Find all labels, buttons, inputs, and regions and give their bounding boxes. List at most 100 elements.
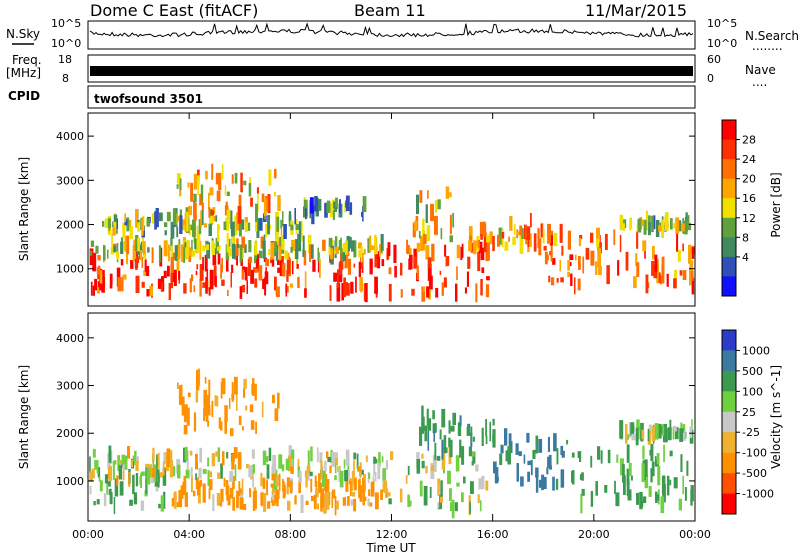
echo-mark-2: [276, 216, 280, 232]
noise-left-label: N.Sky: [6, 27, 40, 41]
echo-mark-8: [659, 426, 663, 434]
echo-mark-1: [242, 503, 247, 510]
echo-mark-1: [239, 488, 243, 494]
echo-mark-0: [199, 279, 202, 297]
echo-mark-1: [351, 240, 355, 252]
echo-mark-7: [581, 472, 584, 481]
echo-mark-1: [220, 488, 224, 502]
echo-mark-5: [400, 289, 403, 298]
echo-mark-2: [226, 451, 229, 459]
echo-mark-7: [483, 232, 487, 253]
echo-mark-4: [303, 206, 305, 218]
echo-mark-2: [208, 471, 213, 478]
echo-mark-4: [407, 494, 410, 508]
echo-mark-7: [482, 223, 487, 237]
echo-mark-0: [286, 269, 289, 282]
echo-mark-8: [641, 429, 645, 440]
echo-mark-8: [682, 243, 684, 252]
echo-mark-9: [670, 218, 673, 230]
echo-mark-1: [348, 480, 351, 485]
echo-mark-1: [383, 480, 388, 493]
echo-mark-1: [367, 498, 370, 506]
echo-mark-7: [642, 445, 645, 460]
echo-mark-2: [290, 466, 294, 474]
echo-mark-4: [481, 475, 485, 490]
echo-mark-1: [379, 244, 381, 257]
echo-mark-9: [675, 217, 680, 234]
echo-mark-0: [285, 283, 288, 297]
echo-mark-2: [231, 453, 235, 470]
echo-mark-5: [485, 284, 490, 298]
echo-mark-6: [449, 214, 452, 235]
echo-mark-0: [246, 280, 248, 294]
echo-mark-1: [202, 245, 206, 251]
frequency-tick-top: 18: [58, 53, 72, 66]
colorbar-label-0: 28: [742, 134, 756, 147]
echo-mark-4: [470, 481, 474, 494]
echo-mark-7: [486, 234, 490, 243]
echo-mark-1: [364, 496, 367, 502]
echo-mark-2: [217, 224, 220, 242]
echo-mark-2: [246, 464, 250, 469]
echo-mark-2: [334, 455, 338, 466]
echo-mark-2: [141, 217, 144, 236]
echo-mark-2: [240, 219, 245, 230]
echo-mark-1: [133, 250, 137, 259]
echo-mark-5: [459, 415, 462, 426]
echo-mark-1: [375, 492, 379, 510]
echo-mark-7: [648, 486, 652, 497]
echo-mark-5: [444, 244, 447, 257]
echo-mark-5: [431, 243, 435, 262]
colorbar-swatch-0: [722, 120, 736, 141]
echo-mark-4: [314, 196, 318, 212]
echo-mark-3: [230, 428, 234, 437]
echo-mark-0: [160, 281, 163, 292]
echo-mark-0: [291, 260, 294, 275]
echo-mark-2: [304, 470, 308, 478]
echo-mark-2: [281, 464, 285, 472]
echo-mark-9: [641, 219, 645, 226]
echo-mark-8: [663, 433, 667, 443]
echo-mark-8: [654, 254, 658, 272]
echo-mark-7: [690, 485, 694, 502]
echo-mark-1: [142, 241, 146, 255]
echo-mark-0: [123, 455, 128, 470]
echo-mark-2: [329, 465, 332, 474]
echo-mark-0: [353, 263, 356, 268]
echo-mark-7: [469, 235, 472, 245]
echo-mark-7: [468, 226, 473, 242]
echo-mark-8: [549, 251, 552, 256]
echo-mark-5: [472, 240, 477, 255]
echo-mark-1: [281, 235, 285, 250]
echo-mark-8: [651, 426, 656, 442]
echo-mark-3: [240, 172, 243, 193]
echo-mark-7: [682, 475, 684, 495]
echo-mark-5: [445, 447, 448, 453]
echo-mark-8: [666, 273, 669, 287]
echo-mark-0: [156, 454, 158, 474]
echo-mark-0: [254, 268, 259, 273]
echo-mark-0: [120, 259, 124, 266]
echo-mark-6: [520, 476, 524, 487]
echo-mark-8: [597, 247, 601, 268]
echo-mark-2: [137, 222, 140, 232]
echo-mark-1: [171, 498, 175, 507]
echo-mark-7: [521, 228, 524, 239]
echo-mark-3: [178, 385, 182, 405]
echo-mark-3: [248, 183, 252, 197]
echo-mark-2: [268, 447, 272, 461]
echo-mark-1: [305, 477, 308, 488]
echo-mark-8: [554, 232, 558, 247]
echo-mark-1: [260, 493, 263, 507]
echo-mark-1: [215, 237, 219, 255]
echo-mark-8: [567, 260, 570, 271]
noise-legend-dots: ........: [752, 39, 783, 53]
echo-mark-2: [331, 451, 335, 467]
echo-mark-0: [121, 276, 124, 292]
echo-mark-3: [183, 424, 188, 435]
echo-mark-5: [478, 241, 483, 253]
echo-mark-2: [234, 464, 237, 482]
echo-mark-0: [109, 492, 113, 505]
echo-mark-4: [334, 207, 337, 212]
